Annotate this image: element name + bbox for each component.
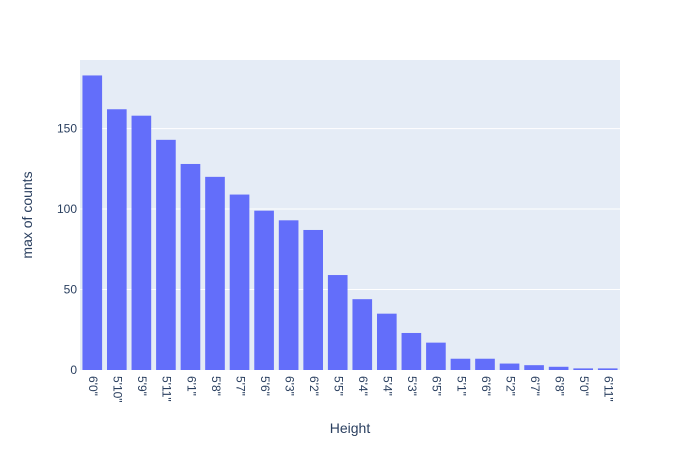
x-tick-label: 5'2": [503, 376, 517, 396]
x-tick-label: 6'5": [430, 376, 444, 396]
bar[interactable]: [82, 75, 103, 370]
bar[interactable]: [475, 358, 495, 370]
x-tick-label: 5'3": [405, 376, 419, 396]
bar[interactable]: [205, 176, 225, 370]
x-tick-label: 5'11": [160, 376, 174, 402]
bar[interactable]: [524, 365, 544, 370]
x-axis-ticks: 6'0" 5'10" 5'9" 5'11" 6'1" 5'8" 5'7" 5'6" 6'3" 6'…: [86, 376, 615, 403]
bar[interactable]: [548, 366, 569, 370]
bar[interactable]: [327, 275, 348, 370]
y-axis-title: max of counts: [19, 171, 35, 258]
bar[interactable]: [426, 342, 446, 370]
x-tick-label: 5'1": [454, 376, 468, 396]
x-tick-label: 6'1": [184, 376, 198, 396]
x-tick-label: 5'9": [135, 376, 149, 396]
x-tick-label: 5'4": [381, 376, 395, 396]
x-tick-label: 6'2": [307, 376, 321, 396]
bar[interactable]: [107, 109, 127, 371]
x-tick-label: 6'8": [552, 376, 566, 396]
bar[interactable]: [499, 363, 520, 370]
x-tick-label: 5'0": [577, 376, 591, 396]
y-tick-label: 0: [70, 363, 77, 377]
bar[interactable]: [131, 115, 152, 370]
bar[interactable]: [254, 210, 274, 370]
x-tick-label: 6'6": [479, 376, 493, 396]
x-tick-label: 6'0": [86, 376, 100, 396]
x-tick-label: 5'5": [332, 376, 346, 396]
bar[interactable]: [573, 368, 593, 370]
bar[interactable]: [597, 368, 618, 370]
bar[interactable]: [180, 163, 201, 370]
x-tick-label: 6'3": [282, 376, 296, 396]
y-tick-label: 100: [57, 202, 77, 216]
bar[interactable]: [450, 358, 471, 370]
x-axis-title: Height: [330, 420, 371, 436]
x-tick-label: 5'10": [111, 376, 125, 403]
bar[interactable]: [401, 332, 422, 370]
x-tick-label: 6'4": [356, 376, 370, 396]
x-tick-label: 6'11": [602, 376, 616, 402]
bar[interactable]: [352, 299, 373, 370]
y-tick-label: 50: [64, 283, 78, 297]
x-tick-label: 5'6": [258, 376, 272, 396]
x-tick-label: 5'7": [233, 376, 247, 396]
y-axis-ticks: 0 50 100 150: [57, 122, 77, 377]
bar[interactable]: [303, 229, 323, 370]
x-tick-label: 6'7": [528, 376, 542, 396]
bar[interactable]: [377, 313, 397, 370]
bar[interactable]: [278, 220, 299, 370]
bar[interactable]: [156, 139, 176, 370]
bar[interactable]: [229, 194, 250, 370]
y-tick-label: 150: [57, 122, 77, 136]
bars: [82, 75, 618, 371]
x-tick-label: 5'8": [209, 376, 223, 396]
